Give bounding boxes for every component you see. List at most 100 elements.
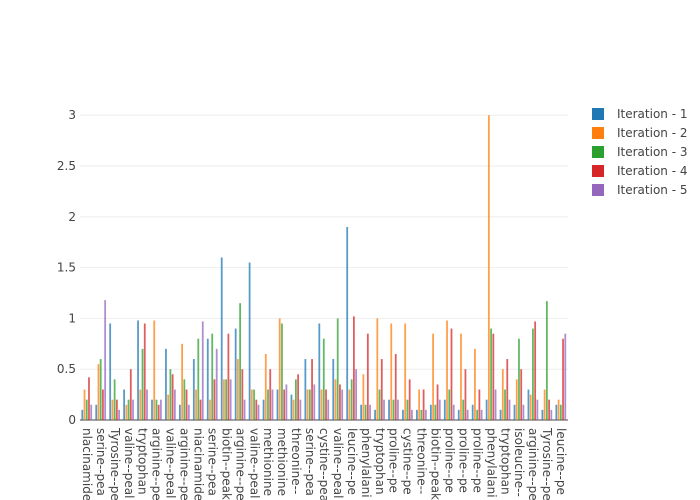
bar [457,409,460,420]
bar [81,409,84,420]
bar [529,394,532,420]
bar [508,399,511,420]
legend-label: Iteration - 5 [617,183,688,197]
x-tick-label: tryptophan [373,428,387,495]
bar [276,389,279,420]
x-tick-label: proline--pe [470,428,484,493]
bar [476,409,479,420]
x-tick-label: tryptophan [498,428,512,495]
bar [336,318,339,420]
bar [376,318,379,420]
bar [466,409,469,420]
x-tick-label: niacinamide- [192,428,206,500]
bar [99,359,102,420]
y-tick-label: 0.5 [57,362,76,376]
bar [522,404,525,420]
x-tick-label: valine--peal [122,428,136,498]
bar [257,404,260,420]
bar [151,399,153,420]
bar [515,379,518,420]
x-tick-label: tryptophan [136,428,150,495]
bar [160,399,162,420]
bar [434,404,437,420]
bar [290,394,293,420]
x-tick-label: arginine--pe [178,428,192,500]
bar [283,389,286,420]
bar [392,399,395,420]
bar [199,399,202,420]
bar [518,338,520,420]
x-tick-label: methionine [275,428,289,496]
bar [550,409,553,420]
bar [378,389,381,420]
bar [297,374,300,420]
bar [153,320,156,420]
bar [123,389,126,420]
x-tick-label: phenylalani [359,428,373,498]
x-tick-label: cystine--pea [317,428,331,500]
bar [471,404,474,420]
x-tick-label: proline--pe [387,428,401,493]
bar [109,323,112,420]
x-tick-label: isoleucine-- [512,428,526,497]
bar [234,328,237,420]
legend-label: Iteration - 2 [617,126,688,140]
bar [308,389,311,420]
bar [390,323,393,420]
x-tick-label: phenylalani [484,428,498,498]
bar [327,399,330,420]
bar [369,404,371,420]
bar [460,333,462,420]
bars [81,115,567,420]
bar [281,323,283,420]
bar [383,399,385,420]
bar [504,389,506,420]
x-tick-label: biotin--peak3 [429,428,443,500]
bar [271,389,274,420]
bar [557,399,560,420]
bar [292,399,295,420]
bar [532,328,534,420]
bar [548,399,550,420]
bar [452,404,455,420]
bar [366,333,369,420]
bar [520,369,523,420]
bar [313,384,316,420]
bar [127,399,130,420]
bar [146,389,148,420]
bar [494,389,497,420]
bar [227,333,230,420]
x-tick-label: serine--pea [303,428,317,496]
bar [187,404,190,420]
bar [487,115,490,420]
x-tick-label: methionine [261,428,275,496]
bar [474,348,476,420]
bar [137,320,139,420]
bar [143,323,146,420]
y-tick-label: 3 [68,108,76,122]
legend-swatch [592,108,604,120]
bar [432,333,434,420]
bar [485,399,488,420]
bar [250,389,253,420]
bar [253,389,255,420]
bar [241,369,244,420]
x-tick-label: threonine-- [289,428,303,494]
bar [318,323,321,420]
bar [332,359,335,420]
bar [418,389,421,420]
x-tick-label: leucine--pe [554,428,568,495]
bar [115,399,118,420]
bar [236,359,239,420]
bar [374,409,376,420]
bar [325,389,327,420]
bar [220,257,223,420]
bar [223,379,225,420]
bar [201,321,204,420]
legend-label: Iteration - 4 [617,164,688,178]
bar [264,353,267,420]
legend-swatch [592,146,604,158]
bar [178,404,181,420]
bar [171,374,174,420]
bar [545,301,548,420]
